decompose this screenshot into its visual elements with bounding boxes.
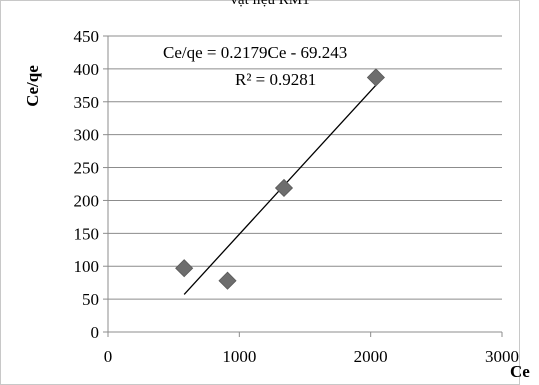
x-axis-title: Ce bbox=[510, 362, 530, 381]
x-tick-labels: 0 1000 2000 3000 bbox=[104, 347, 519, 366]
y-tick-label: 200 bbox=[74, 191, 100, 210]
axes bbox=[103, 35, 503, 337]
y-axis-title: Ce/qe bbox=[23, 65, 42, 107]
x-tick-label: 2000 bbox=[354, 347, 388, 366]
x-tick-label: 0 bbox=[104, 347, 113, 366]
y-tick-labels: 0 50 100 150 200 250 300 350 400 450 bbox=[74, 27, 100, 342]
data-point bbox=[366, 68, 385, 87]
data-points bbox=[175, 68, 385, 290]
y-tick-label: 0 bbox=[91, 323, 100, 342]
chart-title: vật liệu RM1 bbox=[230, 0, 309, 8]
y-tick-label: 50 bbox=[82, 290, 99, 309]
y-tick-label: 400 bbox=[74, 60, 100, 79]
data-point bbox=[175, 259, 194, 278]
x-tick-label: 3000 bbox=[485, 347, 519, 366]
trendline-equation: Ce/qe = 0.2179Ce - 69.243 bbox=[163, 43, 347, 62]
r-squared-label: R² = 0.9281 bbox=[235, 70, 316, 89]
y-tick-label: 250 bbox=[74, 159, 100, 178]
x-tick-label: 1000 bbox=[222, 347, 256, 366]
data-point bbox=[274, 178, 294, 198]
data-point bbox=[218, 271, 237, 290]
gridlines bbox=[108, 35, 502, 300]
y-tick-label: 350 bbox=[74, 93, 100, 112]
y-tick-label: 300 bbox=[74, 126, 100, 145]
y-tick-label: 450 bbox=[74, 27, 100, 46]
chart-outer-border bbox=[0, 0, 520, 385]
y-tick-label: 150 bbox=[74, 224, 100, 243]
y-tick-label: 100 bbox=[74, 257, 100, 276]
